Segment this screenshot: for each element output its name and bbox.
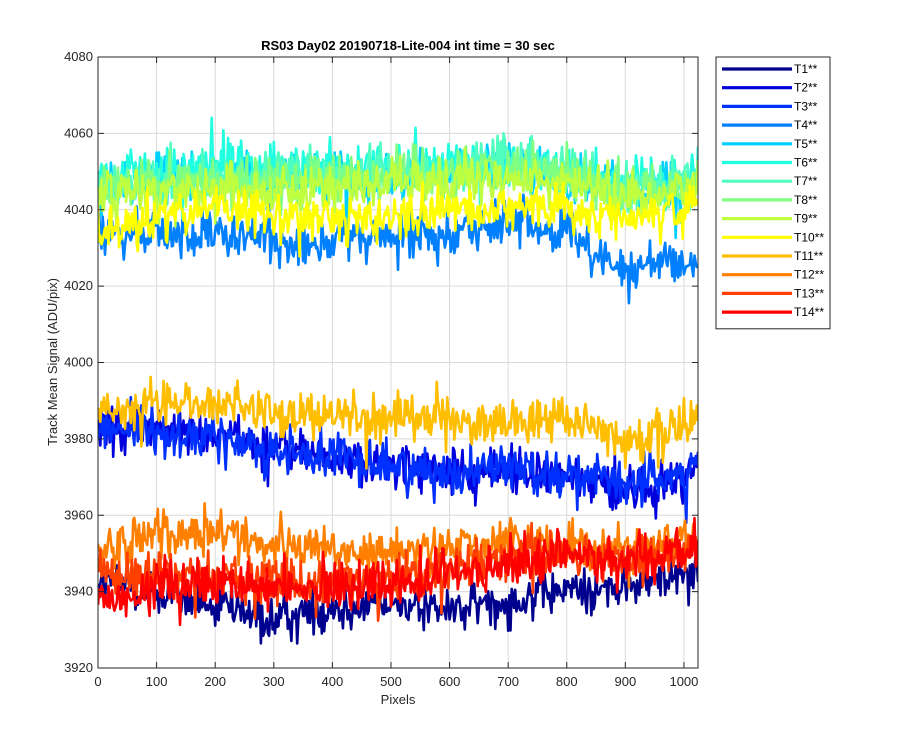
x-tick-label: 600: [439, 674, 461, 689]
x-tick-label: 800: [556, 674, 578, 689]
x-tick-label: 300: [263, 674, 285, 689]
y-tick-label: 4060: [64, 125, 93, 140]
legend-label: T11**: [794, 249, 823, 263]
x-tick-label: 200: [204, 674, 226, 689]
series-line-t10: [98, 180, 698, 258]
y-tick-label: 3960: [64, 507, 93, 522]
x-tick-label: 900: [614, 674, 636, 689]
y-tick-label: 3980: [64, 431, 93, 446]
series-line-t9: [98, 146, 698, 230]
legend-box: [715, 56, 831, 330]
legend-label: T1**: [794, 62, 818, 76]
legend-label: T10**: [794, 230, 824, 244]
series-line-t4: [98, 193, 698, 305]
x-tick-label: 500: [380, 674, 402, 689]
legend-label: T6**: [794, 156, 818, 170]
x-tick-label: 400: [322, 674, 344, 689]
legend-label: T7**: [794, 174, 818, 188]
y-tick-label: 4020: [64, 278, 93, 293]
axis-ticks: 0 100 200 300 400 500 600 700 800 900 1000 3920 3940…: [64, 49, 698, 689]
series-line-t1: [98, 544, 698, 645]
chart-title: RS03 Day02 20190718-Lite-004 int time = …: [261, 38, 555, 53]
x-axis-title: Pixels: [381, 692, 416, 707]
legend-label: T4**: [794, 118, 818, 132]
legend-label: T3**: [794, 99, 818, 113]
y-axis-title: Track Mean Signal (ADU/pix): [45, 278, 60, 446]
series-line-t14: [98, 516, 698, 627]
legend-label: T8**: [794, 193, 818, 207]
x-tick-label: 1000: [669, 674, 698, 689]
series-line-t11: [98, 375, 698, 470]
series-line-t3: [98, 395, 698, 525]
legend-label: T9**: [794, 212, 818, 226]
legend-label: T12**: [794, 268, 824, 282]
legend: T1** T2** T3** T4** T5** T6** T7** T8** T9** T10*…: [715, 56, 831, 330]
x-tick-label: 700: [497, 674, 519, 689]
legend-label: T14**: [794, 305, 824, 319]
y-tick-label: 3940: [64, 584, 93, 599]
y-tick-label: 4040: [64, 202, 93, 217]
legend-label: T2**: [794, 81, 818, 95]
plot-area: [98, 116, 698, 645]
x-tick-label: 100: [146, 674, 168, 689]
legend-label: T13**: [794, 286, 824, 300]
x-tick-label: 0: [94, 674, 101, 689]
legend-label: T5**: [794, 137, 818, 151]
y-tick-label: 3920: [64, 660, 93, 675]
y-tick-label: 4080: [64, 49, 93, 64]
y-tick-label: 4000: [64, 355, 93, 370]
